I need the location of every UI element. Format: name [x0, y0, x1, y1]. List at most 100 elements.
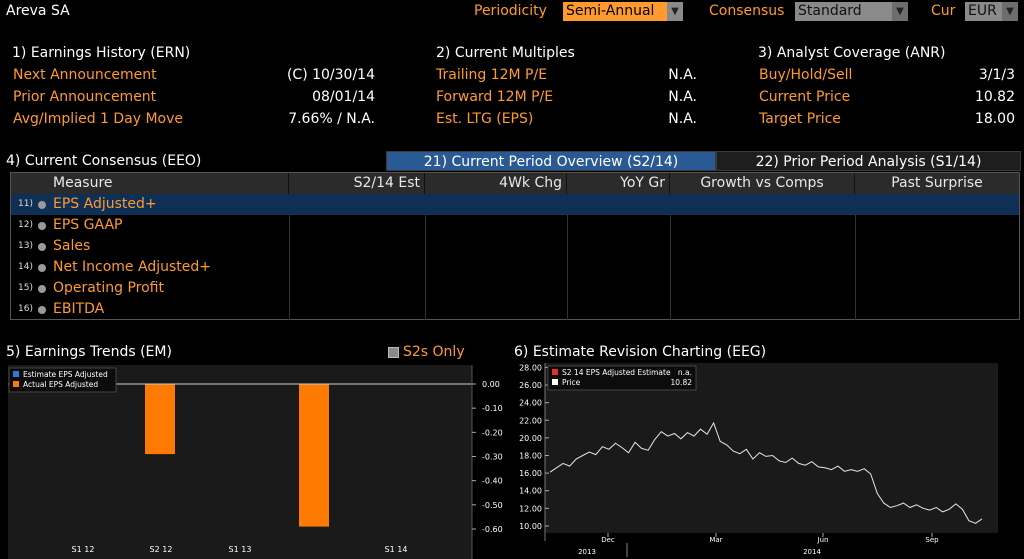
y-tick-label: 0.00: [482, 380, 500, 389]
next-announcement-value: (C) 10/30/14: [286, 67, 375, 83]
currency-label: Cur: [931, 3, 956, 19]
bullet-icon: [38, 306, 46, 314]
legend-label: Actual EPS Adjusted: [23, 380, 98, 389]
plot-area: [545, 363, 998, 533]
bullet-icon: [38, 222, 46, 230]
current-multiples-title[interactable]: 2) Current Multiples: [436, 45, 575, 61]
analyst-coverage-title[interactable]: 3) Analyst Coverage (ANR): [758, 45, 946, 61]
x-tick-label: Mar: [709, 536, 722, 544]
row-number: 11): [18, 199, 33, 209]
table-row[interactable]: 14) Net Income Adjusted+: [11, 257, 1019, 278]
consensus-table: Measure S2/14 Est 4Wk Chg YoY Gr Growth …: [10, 172, 1020, 320]
y-tick-label: 24.00: [519, 399, 542, 408]
bullet-icon: [38, 285, 46, 293]
measure-name[interactable]: Operating Profit: [53, 280, 164, 296]
x-year-label: 2013: [578, 548, 596, 556]
measure-name[interactable]: EBITDA: [53, 301, 105, 317]
bar-actual-eps: [145, 384, 175, 455]
table-row[interactable]: 13) Sales: [11, 236, 1019, 257]
target-price-value: 18.00: [974, 111, 1015, 127]
next-announcement-label: Next Announcement: [13, 67, 157, 83]
row-number: 16): [18, 304, 33, 314]
avg-move-label: Avg/Implied 1 Day Move: [13, 111, 184, 127]
earnings-trends-title[interactable]: 5) Earnings Trends (EM): [6, 344, 172, 360]
y-tick-label: 10.00: [519, 522, 542, 531]
column-header-4wk-chg[interactable]: 4Wk Chg: [425, 173, 567, 194]
earnings-history-title[interactable]: 1) Earnings History (ERN): [12, 45, 191, 61]
chevron-down-icon[interactable]: ▼: [1002, 2, 1018, 21]
legend-swatch: [552, 369, 558, 375]
x-tick-label: S2 12: [150, 545, 173, 554]
column-header-measure[interactable]: Measure: [11, 173, 289, 194]
x-tick-label: Sep: [925, 536, 939, 544]
table-row[interactable]: 11) EPS Adjusted+: [11, 194, 1019, 215]
consensus-label: Consensus: [709, 3, 785, 19]
estimate-revision-chart: 28.00 26.00 24.00 22.00 20.00 18.00 16.00 14.00…: [512, 363, 1024, 559]
y-tick-label: 16.00: [519, 469, 542, 478]
estimate-revision-title[interactable]: 6) Estimate Revision Charting (EEG): [514, 344, 767, 360]
y-tick-label: 22.00: [519, 416, 542, 425]
periodicity-label: Periodicity: [474, 3, 547, 19]
table-row[interactable]: 15) Operating Profit: [11, 278, 1019, 299]
legend-swatch: [552, 379, 558, 385]
s2s-only-toggle[interactable]: S2s Only: [403, 344, 465, 360]
x-tick-label: Jun: [817, 536, 829, 544]
current-price-label: Current Price: [759, 89, 851, 105]
row-number: 14): [18, 262, 33, 272]
top-bar: Areva SA Periodicity Semi-Annual ▼ Conse…: [0, 0, 1024, 24]
measure-name[interactable]: EPS Adjusted+: [53, 196, 157, 212]
column-header-growth-vs-comps[interactable]: Growth vs Comps: [670, 173, 855, 194]
legend-label: Price: [562, 378, 581, 387]
y-tick-label: 12.00: [519, 504, 542, 513]
y-tick-label: 26.00: [519, 381, 542, 390]
security-title: Areva SA: [6, 3, 70, 19]
tab-current-period[interactable]: 21) Current Period Overview (S2/14): [386, 151, 716, 171]
prior-announcement-label: Prior Announcement: [13, 89, 157, 105]
x-tick-label: Dec: [601, 536, 615, 544]
legend-label: Estimate EPS Adjusted: [23, 370, 108, 379]
forward-pe-label: Forward 12M P/E: [436, 89, 554, 105]
tab-prior-period[interactable]: 22) Prior Period Analysis (S1/14): [716, 151, 1021, 171]
avg-move-value: 7.66% / N.A.: [288, 111, 375, 127]
est-ltg-value: N.A.: [668, 111, 697, 127]
legend-box: [547, 365, 697, 391]
measure-name[interactable]: EPS GAAP: [53, 217, 123, 233]
chevron-down-icon[interactable]: ▼: [667, 2, 683, 21]
y-tick-label: -0.10: [482, 404, 503, 413]
prior-announcement-value: 08/01/14: [312, 89, 375, 105]
y-tick-label: -0.40: [482, 477, 503, 486]
periodicity-dropdown[interactable]: Semi-Annual: [563, 2, 667, 21]
y-tick-label: 20.00: [519, 434, 542, 443]
legend-value: 10.82: [671, 378, 693, 387]
measure-name[interactable]: Net Income Adjusted+: [53, 259, 211, 275]
bar-actual-eps: [299, 384, 329, 527]
bullet-icon: [38, 201, 46, 209]
legend-label: S2 14 EPS Adjusted Estimate: [562, 368, 671, 377]
plot-area: [8, 365, 472, 559]
column-header-past-surprise[interactable]: Past Surprise: [855, 173, 1019, 194]
y-tick-label: 18.00: [519, 451, 542, 460]
table-row[interactable]: 12) EPS GAAP: [11, 215, 1019, 236]
column-divider: [670, 194, 671, 320]
row-number: 13): [18, 241, 33, 251]
y-tick-label: 28.00: [519, 363, 542, 372]
row-number: 15): [18, 283, 33, 293]
x-tick-label: S1 13: [229, 545, 252, 554]
bullet-icon: [38, 243, 46, 251]
x-tick-label: S1 14: [385, 545, 408, 554]
chevron-down-icon[interactable]: ▼: [892, 2, 908, 21]
consensus-dropdown[interactable]: Standard: [795, 2, 892, 21]
column-divider: [289, 194, 290, 320]
column-header-yoy-gr[interactable]: YoY Gr: [567, 173, 670, 194]
column-divider: [567, 194, 568, 320]
column-divider: [855, 194, 856, 320]
legend-box: [8, 367, 117, 393]
measure-name[interactable]: Sales: [53, 238, 91, 254]
current-consensus-title[interactable]: 4) Current Consensus (EEO): [6, 153, 202, 169]
currency-dropdown[interactable]: EUR: [965, 2, 1002, 21]
table-row[interactable]: 16) EBITDA: [11, 299, 1019, 320]
checkbox-icon[interactable]: [388, 347, 399, 358]
column-divider: [425, 194, 426, 320]
row-number: 12): [18, 220, 33, 230]
column-header-estimate[interactable]: S2/14 Est: [289, 173, 425, 194]
